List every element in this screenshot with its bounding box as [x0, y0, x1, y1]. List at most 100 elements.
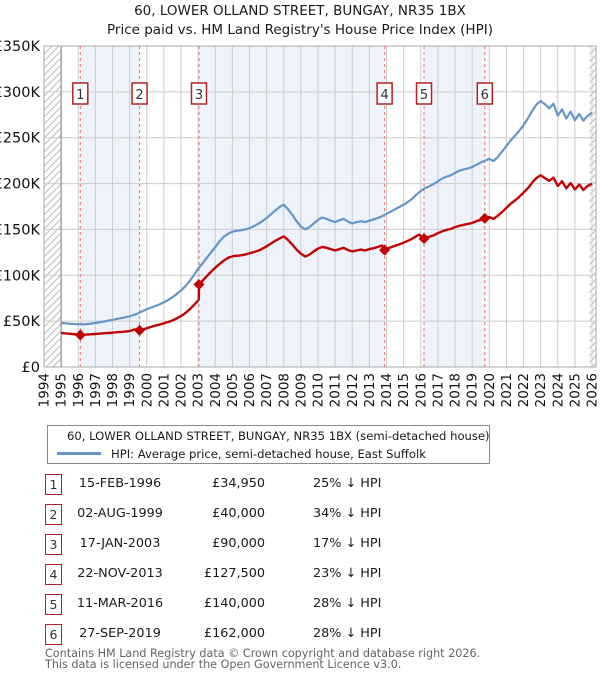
x-axis-tick-label: 2011 — [328, 373, 344, 407]
x-axis-tick-label: 2012 — [345, 373, 361, 407]
property-price-line — [61, 174, 593, 337]
x-axis-tick-label: 2000 — [139, 373, 155, 407]
no-data-hatch-left — [44, 46, 62, 367]
x-axis-tick-label: 2002 — [174, 373, 190, 407]
x-axis-tick-label: 2016 — [413, 373, 429, 407]
sale-pct-vs-hpi: 28% ↓ HPI — [313, 626, 382, 641]
sale-pct-vs-hpi: 34% ↓ HPI — [313, 506, 382, 521]
x-axis-tick-label: 2004 — [208, 373, 224, 407]
sale-date: 27-SEP-2019 — [79, 626, 161, 641]
x-axis-tick-label: 1997 — [88, 373, 104, 407]
legend-label-property: 60, LOWER OLLAND STREET, BUNGAY, NR35 1B… — [67, 428, 490, 443]
sale-number-badge: 6 — [45, 624, 62, 645]
sale-number-box — [476, 82, 494, 105]
x-axis-tick-label: 2025 — [567, 373, 583, 407]
x-axis-tick-label: 2023 — [533, 373, 549, 407]
footer-licence: This data is licensed under the Open Gov… — [45, 658, 402, 671]
chart-legend: 60, LOWER OLLAND STREET, BUNGAY, NR35 1B… — [47, 425, 490, 464]
x-axis-tick-label: 2005 — [225, 373, 241, 407]
sale-table-row: 6 27-SEP-2019 £162,000 28% ↓ HPI — [0, 624, 600, 646]
sale-number-box — [190, 82, 208, 105]
page-subtitle: Price paid vs. HM Land Registry's House … — [107, 22, 493, 38]
x-axis-tick-label: 2024 — [550, 373, 566, 407]
sale-number-box-label: 3 — [195, 88, 203, 103]
plot-border — [43, 45, 597, 368]
x-axis-tick-label: 2026 — [585, 373, 600, 407]
x-axis-tick-label: 2020 — [482, 373, 498, 407]
sale-price: £162,000 — [203, 626, 265, 641]
x-axis-tick-label: 2003 — [191, 373, 207, 407]
x-axis-tick-label: 2022 — [516, 373, 532, 407]
x-axis-tick-label: 1998 — [105, 373, 121, 407]
hpi-line — [61, 99, 593, 326]
sale-number-badge: 1 — [45, 474, 62, 495]
hpi-line-swatch — [57, 452, 101, 455]
x-axis-tick-label: 1994 — [37, 373, 53, 407]
y-axis-tick-label: £50K — [3, 314, 41, 330]
sale-price: £40,000 — [212, 506, 265, 521]
sale-number-box-label: 2 — [135, 88, 143, 103]
y-axis-tick-label: £0 — [22, 360, 40, 376]
x-axis-tick-label: 1999 — [122, 373, 138, 407]
sale-point-diamond — [193, 278, 205, 290]
y-axis-tick-label: £150K — [0, 222, 40, 238]
x-axis-tick-label: 2009 — [293, 373, 309, 407]
sale-date: 11-MAR-2016 — [76, 596, 164, 611]
hpi-shaded-band — [198, 46, 385, 367]
sale-pct-vs-hpi: 28% ↓ HPI — [313, 596, 382, 611]
sale-number-box — [376, 82, 393, 105]
sale-point-diamond — [134, 324, 146, 336]
x-axis-tick-label: 2010 — [311, 373, 327, 407]
footer-copyright: Contains HM Land Registry data © Crown c… — [45, 647, 481, 660]
x-axis-tick-label: 2018 — [448, 373, 464, 407]
sale-number-box-label: 6 — [481, 88, 489, 103]
x-axis-tick-label: 2007 — [259, 373, 275, 407]
sale-price: £90,000 — [212, 536, 265, 551]
y-axis-tick-label: £100K — [0, 268, 40, 284]
y-axis-tick-label: £350K — [0, 39, 40, 55]
sale-number-box-label: 1 — [76, 88, 84, 103]
sale-price: £127,500 — [203, 566, 265, 581]
x-axis-tick-label: 2021 — [499, 373, 515, 407]
sale-number-badge: 3 — [45, 534, 62, 555]
sale-table-row: 1 15-FEB-1996 £34,950 25% ↓ HPI — [0, 474, 600, 496]
x-axis-tick-label: 2013 — [362, 373, 378, 407]
y-axis-tick-label: £250K — [0, 131, 40, 147]
sale-point-diamond — [379, 244, 391, 256]
sale-number-badge: 2 — [45, 504, 62, 525]
sale-number-box — [415, 82, 433, 105]
sale-date: 17-JAN-2003 — [79, 536, 161, 551]
sale-table-row: 3 17-JAN-2003 £90,000 17% ↓ HPI — [0, 534, 600, 556]
sale-number-box — [131, 82, 148, 105]
sale-point-diamond — [74, 329, 86, 341]
sale-number-badge: 4 — [45, 564, 62, 585]
sale-price: £140,000 — [203, 596, 265, 611]
x-axis-tick-label: 2017 — [430, 373, 446, 407]
legend-item-hpi: HPI: Average price, semi-detached house,… — [48, 446, 489, 461]
x-axis-tick-label: 2015 — [396, 373, 412, 407]
x-axis-tick-label: 2008 — [276, 373, 292, 407]
sale-price: £34,950 — [212, 476, 265, 491]
sale-table-row: 4 22-NOV-2013 £127,500 23% ↓ HPI — [0, 564, 600, 586]
legend-item-property: 60, LOWER OLLAND STREET, BUNGAY, NR35 1B… — [48, 428, 490, 443]
no-data-hatch-right — [589, 46, 596, 367]
sale-date: 15-FEB-1996 — [78, 476, 162, 491]
y-axis-tick-label: £200K — [0, 177, 40, 193]
x-axis-tick-label: 2014 — [379, 373, 395, 407]
x-axis-tick-label: 2006 — [242, 373, 258, 407]
sale-date: 02-AUG-1999 — [77, 506, 163, 521]
sale-table-row: 2 02-AUG-1999 £40,000 34% ↓ HPI — [0, 504, 600, 526]
sale-pct-vs-hpi: 17% ↓ HPI — [313, 536, 382, 551]
x-axis-tick-label: 2001 — [156, 373, 172, 407]
x-axis-tick-label: 1996 — [71, 373, 87, 407]
x-axis-tick-label: 1995 — [54, 373, 70, 407]
sale-number-box — [72, 82, 89, 105]
sale-point-diamond — [479, 212, 491, 224]
sale-point-diamond — [418, 233, 430, 245]
sale-pct-vs-hpi: 25% ↓ HPI — [313, 476, 382, 491]
x-axis-tick-label: 2019 — [465, 373, 481, 407]
page-title: 60, LOWER OLLAND STREET, BUNGAY, NR35 1B… — [134, 3, 466, 19]
sale-number-badge: 5 — [45, 594, 62, 615]
hpi-shaded-band — [80, 46, 140, 367]
